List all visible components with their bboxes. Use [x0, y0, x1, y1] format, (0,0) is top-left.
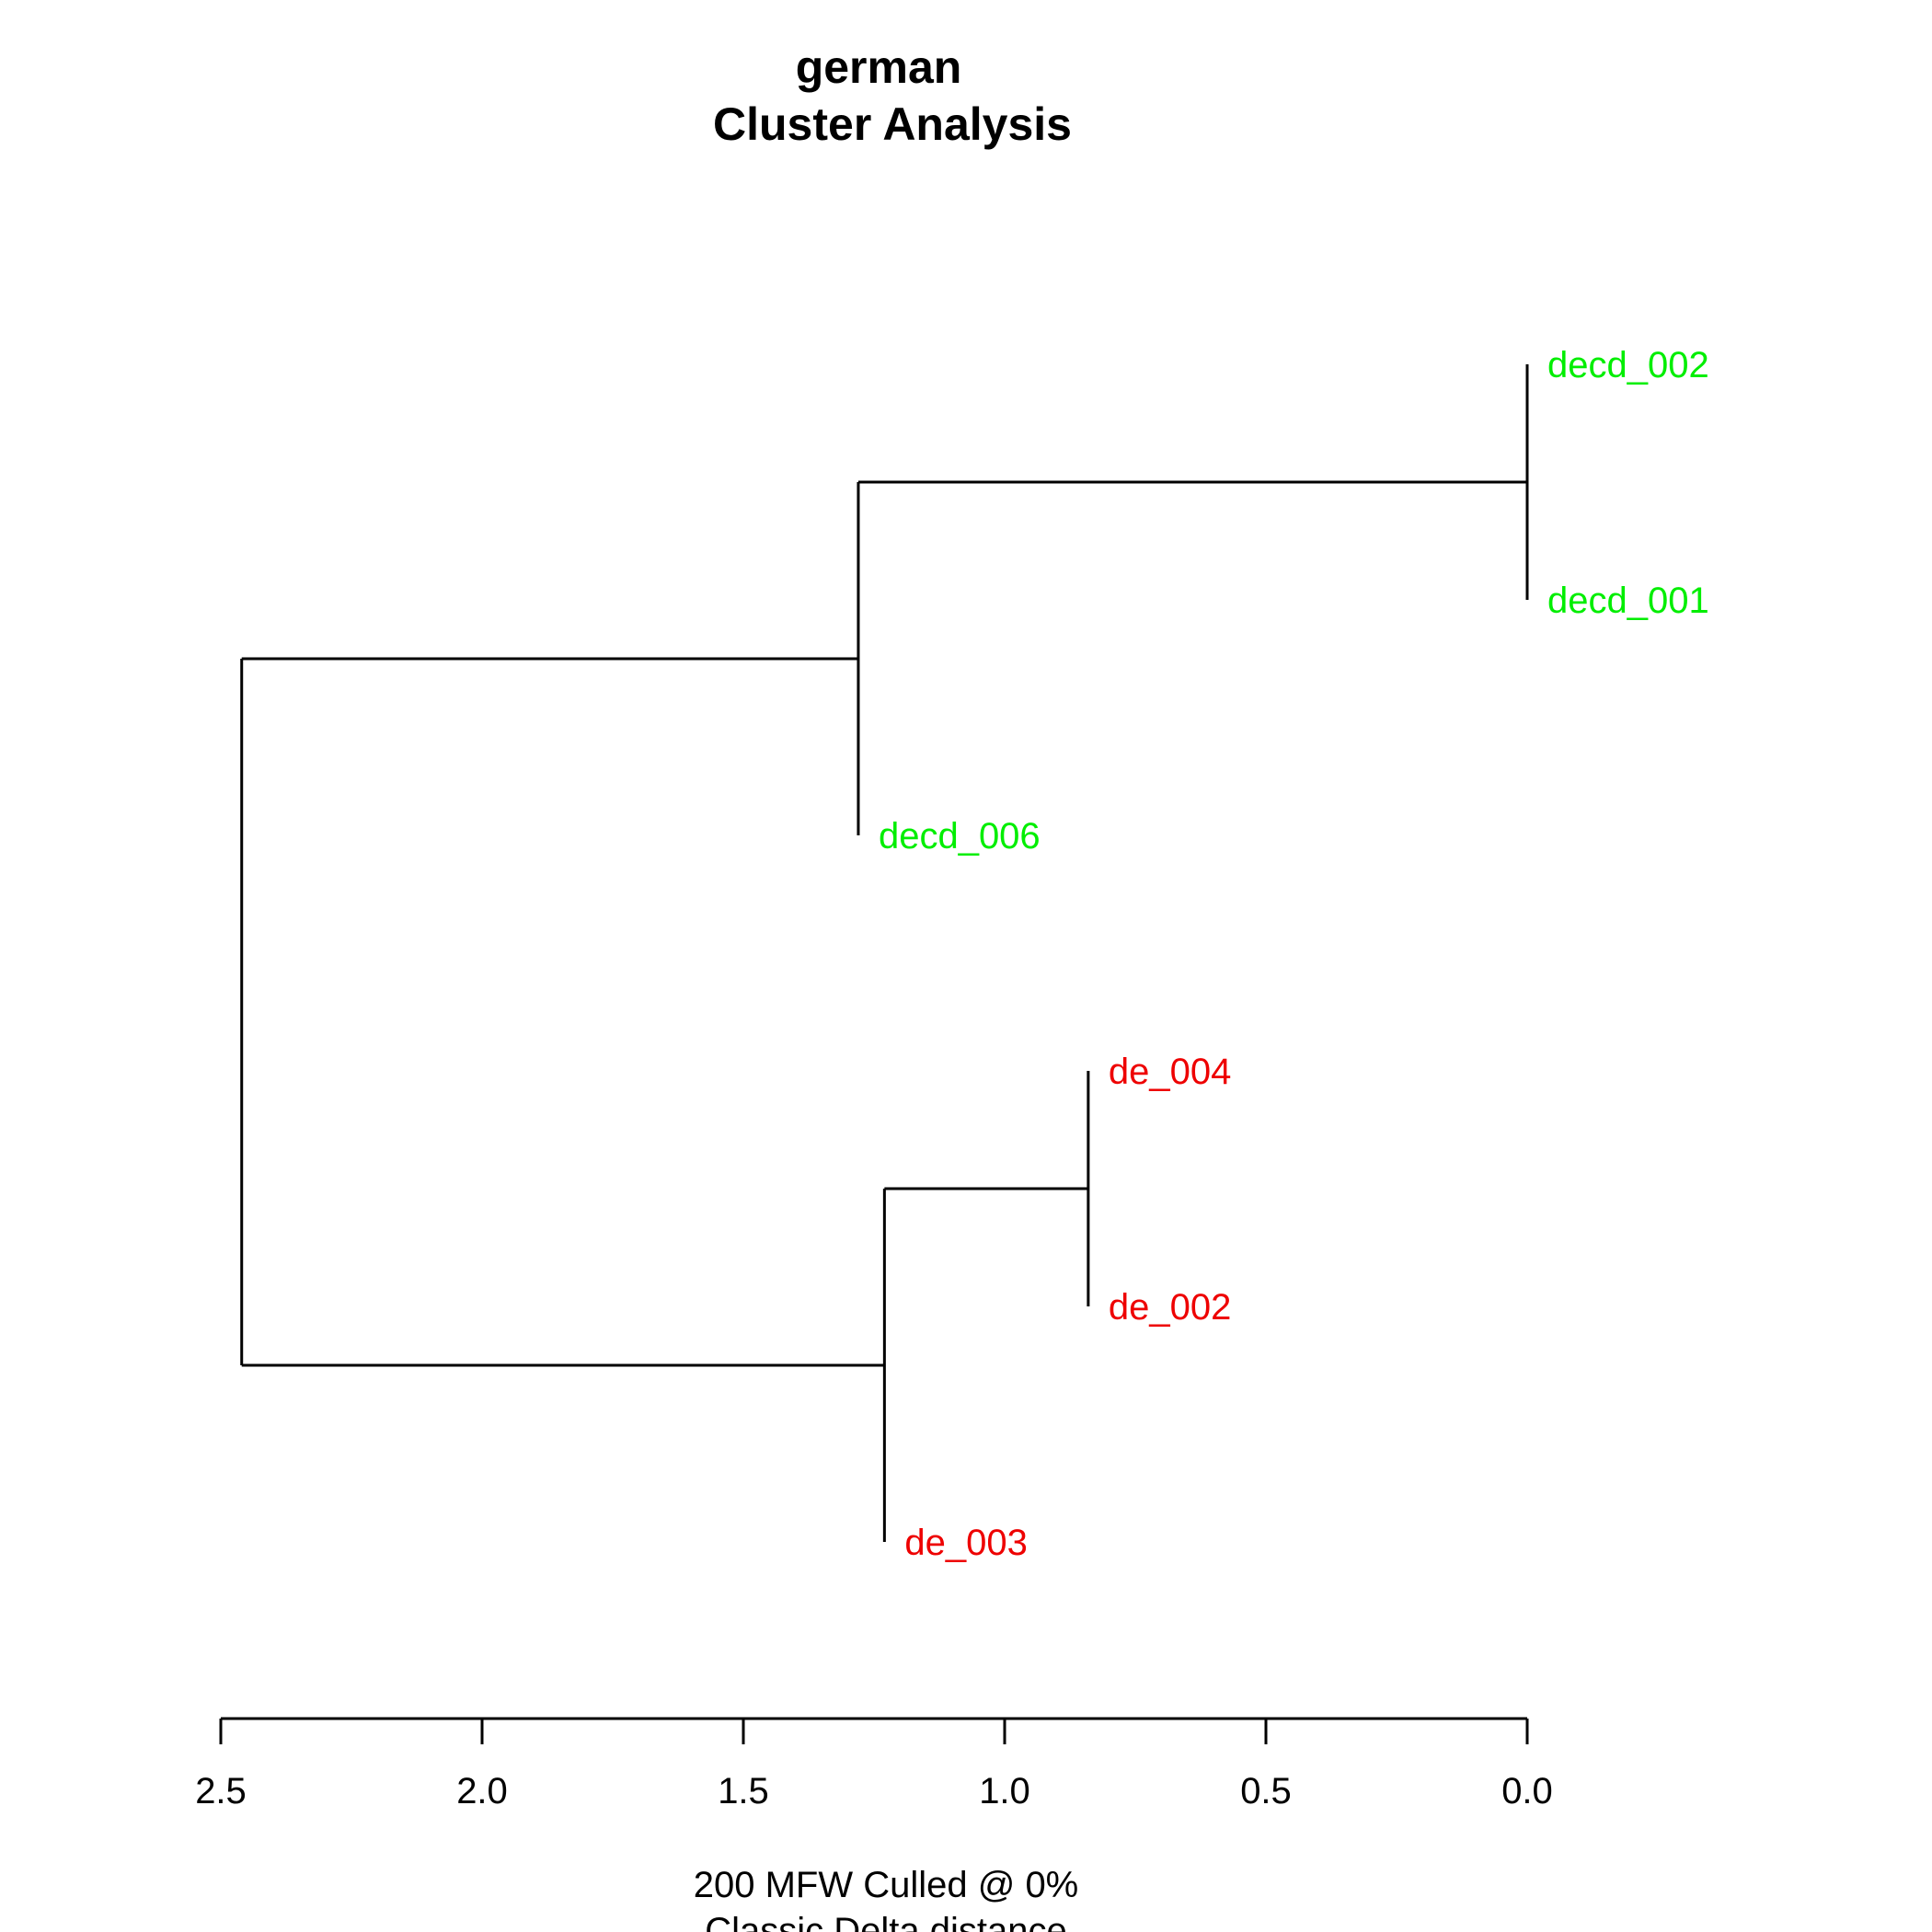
leaf-label: de_003	[904, 1523, 1027, 1563]
x-axis: 2.5 2.0 1.5 1.0 0.5 0.0	[195, 1717, 1553, 1811]
leaf-label: de_004	[1109, 1052, 1231, 1092]
leaf-label: decd_006	[879, 816, 1041, 857]
leaf-label: decd_002	[1547, 345, 1709, 385]
x-axis-label-line1: 200 MFW Culled @ 0%	[694, 1865, 1079, 1905]
chart-subtitle: Cluster Analysis	[713, 98, 1072, 150]
x-axis-tick-label: 0.5	[1240, 1771, 1292, 1811]
leaf-label: de_002	[1109, 1287, 1231, 1328]
dendrogram-branches	[240, 364, 1529, 1542]
chart-title: german	[796, 41, 962, 93]
x-axis-tick-label: 2.5	[195, 1771, 247, 1811]
x-axis-tick-label: 0.0	[1501, 1771, 1553, 1811]
leaf-labels: decd_002 decd_001 decd_006 de_004 de_002 de_0…	[879, 345, 1709, 1563]
x-axis-tick-label: 1.0	[979, 1771, 1030, 1811]
x-axis-label-line2: Classic Delta distance	[705, 1911, 1067, 1932]
x-axis-tick-label: 1.5	[718, 1771, 769, 1811]
x-axis-tick-label: 2.0	[456, 1771, 508, 1811]
leaf-label: decd_001	[1547, 581, 1709, 621]
